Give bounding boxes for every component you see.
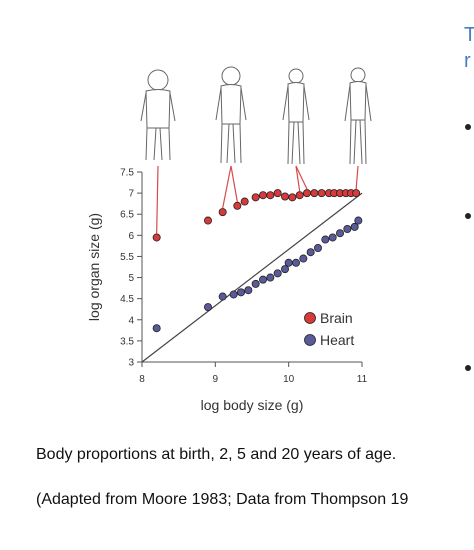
legend-swatch-heart <box>304 334 316 346</box>
y-tick-label: 5 <box>128 273 134 284</box>
heart-point <box>258 275 267 284</box>
x-tick-label: 9 <box>213 374 219 385</box>
heart-point <box>273 269 282 278</box>
brain-point <box>317 189 326 198</box>
child-figure-icon <box>282 68 310 165</box>
heart-point <box>313 243 322 252</box>
brain-point <box>288 193 297 202</box>
x-axis-title: log body size (g) <box>201 397 304 413</box>
heart-point <box>266 273 275 282</box>
figure-connector-lines <box>156 165 359 234</box>
brain-point <box>280 192 289 201</box>
heart-point <box>152 324 161 333</box>
connector-line <box>156 165 159 234</box>
y-tick-label: 3 <box>128 358 134 369</box>
toddler-figure-icon <box>215 66 247 164</box>
connector-line <box>295 165 301 192</box>
x-tick-label: 8 <box>139 374 145 385</box>
brain-point <box>352 189 361 198</box>
legend-swatch-brain <box>304 312 316 324</box>
heart-point <box>291 258 300 267</box>
heart-point <box>343 224 352 233</box>
brain-point <box>152 233 161 242</box>
bullet-marker <box>465 365 471 371</box>
x-tick-label: 11 <box>357 374 368 385</box>
body-figures <box>140 66 372 165</box>
isometric-reference-line <box>141 192 363 363</box>
adult-figure-icon <box>344 67 372 165</box>
brain-point <box>310 189 319 198</box>
heart-point <box>354 216 363 225</box>
heart-point <box>218 292 227 301</box>
brain-point <box>302 189 311 198</box>
connector-line <box>355 165 359 190</box>
heart-point <box>299 254 308 263</box>
side-panel-title: T r <box>464 22 474 74</box>
brain-point <box>266 191 275 200</box>
legend-label-brain: Brain <box>320 310 353 326</box>
chart: 3 3.5 4 4.5 5 5.5 6 6.5 7 7.5 8 9 10 11 log body size … <box>86 66 372 414</box>
heart-point <box>203 303 212 312</box>
connector-line <box>295 165 308 190</box>
caption-line-2: (Adapted from Moore 1983; Data from Thom… <box>36 491 409 508</box>
y-tick-label: 4 <box>128 315 134 326</box>
side-title-line-1: T <box>464 24 474 46</box>
axes: 3 3.5 4 4.5 5 5.5 6 6.5 7 7.5 8 9 10 11 log body size … <box>86 168 368 414</box>
y-tick-label: 6 <box>128 231 134 242</box>
bullet-marker <box>465 213 471 219</box>
y-axis-title: log organ size (g) <box>86 213 102 321</box>
heart-point <box>284 258 293 267</box>
brain-point <box>240 197 249 206</box>
legend: Brain Heart <box>304 310 354 348</box>
heart-point <box>229 290 238 299</box>
connector-line <box>222 165 232 209</box>
reference-line <box>141 192 363 363</box>
heart-point <box>350 222 359 231</box>
brain-point <box>295 191 304 200</box>
heart-point <box>280 265 289 274</box>
brain-point <box>203 216 212 225</box>
y-tick-label: 4.5 <box>120 294 134 305</box>
heart-point <box>244 286 253 295</box>
side-title-line-2: r <box>464 50 471 72</box>
heart-point <box>251 279 260 288</box>
y-tick-label: 5.5 <box>120 252 134 263</box>
heart-point <box>236 288 245 297</box>
data-points <box>152 189 363 333</box>
heart-point <box>306 248 315 257</box>
x-tick-label: 10 <box>283 374 295 385</box>
connector-line <box>230 165 238 202</box>
y-tick-label: 7 <box>128 189 134 200</box>
y-tick-label: 3.5 <box>120 336 134 347</box>
legend-label-heart: Heart <box>320 332 354 348</box>
heart-point <box>335 229 344 238</box>
y-tick-label: 6.5 <box>120 210 134 221</box>
caption-line-1: Body proportions at birth, 2, 5 and 20 y… <box>36 446 397 463</box>
brain-point <box>251 193 260 202</box>
brain-point <box>258 191 267 200</box>
brain-point <box>218 208 227 217</box>
heart-point <box>328 233 337 242</box>
bullet-marker <box>465 124 471 130</box>
brain-point <box>273 189 282 198</box>
heart-point <box>321 235 330 244</box>
infant-figure-icon <box>140 69 176 161</box>
y-tick-label: 7.5 <box>120 168 134 179</box>
brain-point <box>233 201 242 210</box>
